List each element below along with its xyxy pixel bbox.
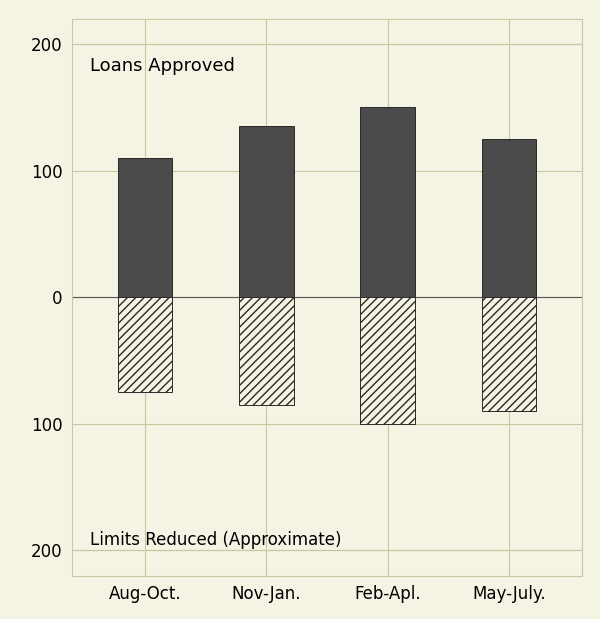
Bar <box>239 126 293 297</box>
Bar <box>361 297 415 424</box>
Bar <box>361 107 415 297</box>
Bar <box>118 297 172 392</box>
Bar <box>482 139 536 297</box>
Bar <box>239 297 293 405</box>
Text: Loans Approved: Loans Approved <box>90 56 235 74</box>
Bar <box>118 158 172 297</box>
Bar <box>482 297 536 411</box>
Text: Limits Reduced (Approximate): Limits Reduced (Approximate) <box>90 531 342 549</box>
